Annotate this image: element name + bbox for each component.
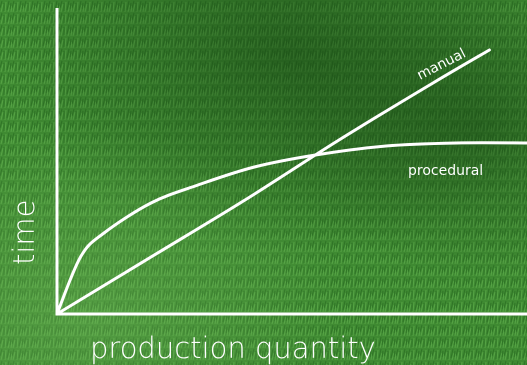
y-axis-label: time [7,199,41,265]
series-layer [55,48,527,316]
x-axis-label: production quantity [90,331,376,365]
series-line-manual [55,48,491,316]
series-line-procedural [55,141,527,316]
series-label-procedural: procedural [408,163,483,179]
